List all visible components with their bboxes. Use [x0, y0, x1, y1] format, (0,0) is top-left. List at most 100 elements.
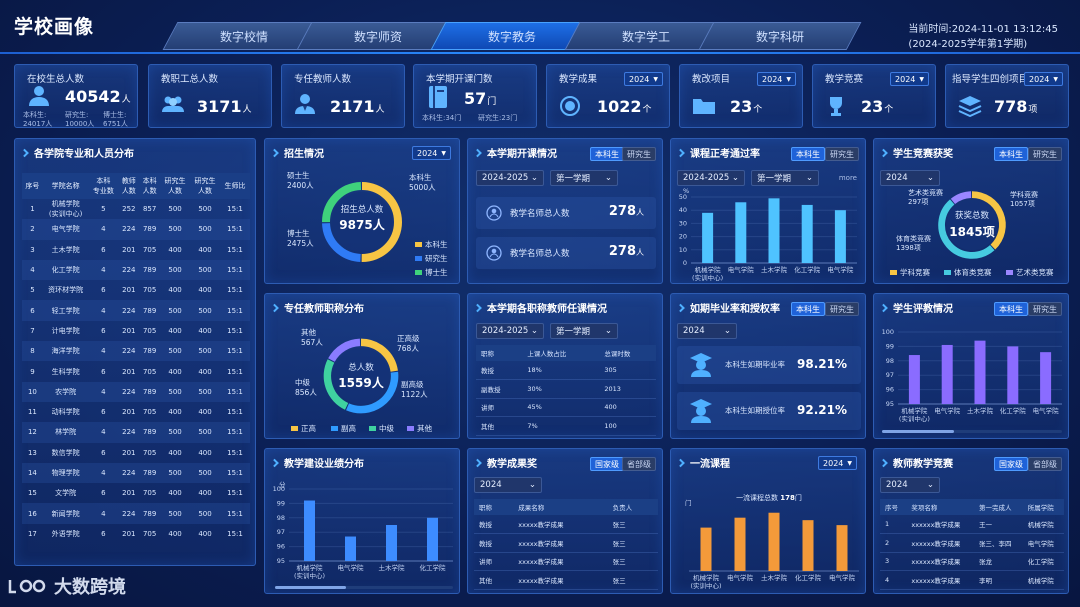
table-row[interactable]: 教授 18% 305 — [476, 361, 656, 380]
bar — [802, 520, 814, 571]
table-cell: 400 — [198, 489, 212, 498]
first-course-panel: 一流课程 2024 ▼ 门 一流课程总数 178门 机械学院 (实训中心) 电气学院土… — [670, 448, 866, 594]
table-row[interactable]: 其他 xxxxx教学成果 张三 — [474, 570, 658, 590]
table-row[interactable]: 副教授 30% 2013 — [476, 379, 656, 399]
callout-label: 学科竞赛 — [1010, 191, 1038, 199]
table-row[interactable]: 14 物理学院 4 224 789 500 500 15:1 — [22, 462, 250, 484]
stat-staff: 教职工总人数 3171人 — [148, 64, 272, 128]
tab-campus[interactable]: 数字校情 — [162, 22, 326, 50]
tab-teachers[interactable]: 数字师资 — [296, 22, 460, 50]
table-row[interactable]: 5 资环材学院 6 201 705 400 400 15:1 — [22, 280, 250, 300]
table-row[interactable]: 2 xxxxxx教学成果 张三、李四 电气学院 — [880, 533, 1064, 553]
table-cell: 张三、李四 — [974, 533, 1023, 553]
table-row[interactable]: 其他 7% 100 — [476, 416, 656, 436]
undergrad-toggle[interactable]: 本科生 — [791, 147, 825, 161]
table-row[interactable]: 11 动科学院 6 201 705 400 400 15:1 — [22, 402, 250, 422]
scrollbar[interactable] — [882, 430, 1062, 433]
year-select[interactable]: 2024 ⌄ — [880, 477, 940, 493]
year-dropdown[interactable]: 2024 ▼ — [818, 456, 857, 470]
undergrad-toggle[interactable]: 本科生 — [590, 147, 624, 161]
tab-research[interactable]: 数字科研 — [698, 22, 862, 50]
chevron-down-icon: ⌄ — [604, 173, 612, 183]
stat-number: 1022 — [597, 97, 642, 116]
select-value: 2024 — [886, 173, 908, 183]
table-row[interactable]: 1 机械学院 (实训中心) 5 252 857 500 500 15:1 — [22, 199, 250, 219]
scrollbar[interactable] — [275, 586, 453, 589]
undergrad-toggle[interactable]: 本科生 — [994, 302, 1028, 316]
table-row[interactable]: 7 计电学院 6 201 705 400 400 15:1 — [22, 321, 250, 341]
table-row[interactable]: 3 土木学院 6 201 705 400 400 15:1 — [22, 240, 250, 260]
year-select[interactable]: 2024-2025 ⌄ — [476, 323, 544, 339]
grad-toggle[interactable]: 研究生 — [1028, 302, 1062, 316]
national-toggle[interactable]: 国家级 — [994, 457, 1028, 471]
table-row[interactable]: 讲师 xxxxx教学成果 张三 — [474, 552, 658, 571]
scroll-thumb[interactable] — [882, 430, 954, 433]
table-row[interactable]: 15 文学院 6 201 705 400 400 15:1 — [22, 483, 250, 503]
scroll-thumb[interactable] — [275, 586, 347, 589]
table-row[interactable]: 3 xxxxxx教学成果 张龙 化工学院 — [880, 552, 1064, 571]
year-select[interactable]: 2024-2025 ⌄ — [677, 170, 745, 186]
table-row[interactable]: 16 新闻学院 4 224 789 500 500 15:1 — [22, 503, 250, 524]
stat-unit: 人 — [121, 95, 131, 105]
axis-unit: 分 — [279, 481, 286, 489]
provincial-toggle[interactable]: 省部级 — [622, 457, 656, 471]
table-cell: 224 — [118, 219, 140, 240]
year-select[interactable]: 2024 ⌄ — [677, 323, 737, 339]
x-tick-label: 电气学院 — [827, 265, 854, 274]
legend-swatch — [1006, 270, 1013, 275]
book-icon — [429, 86, 447, 108]
table-row[interactable]: 17 外语学院 6 201 705 400 400 15:1 — [22, 524, 250, 544]
table-row[interactable]: 13 数信学院 6 201 705 400 400 15:1 — [22, 443, 250, 463]
stat-achievements: 教学成果 2024 ▼ 1022个 — [546, 64, 670, 128]
year-select[interactable]: 2024 ⌄ — [880, 170, 940, 186]
value-unit: 人 — [636, 208, 644, 217]
year-dropdown[interactable]: 2024 ▼ — [1024, 72, 1063, 86]
table-row[interactable]: 教授 xxxxx教学成果 张三 — [474, 533, 658, 553]
callout-label: 本科生 — [409, 173, 432, 182]
table-row[interactable]: 6 轻工学院 4 224 789 500 500 15:1 — [22, 300, 250, 321]
year-dropdown[interactable]: 2024 ▼ — [757, 72, 796, 86]
table-row[interactable]: 8 海洋学院 4 224 789 500 500 15:1 — [22, 341, 250, 362]
table-row[interactable]: 4 xxxxxx教学成果 李明 机械学院 — [880, 570, 1064, 590]
year-dropdown[interactable]: 2024 ▼ — [890, 72, 929, 86]
callout-other: 其他 567人 — [301, 328, 323, 348]
stat-students: 在校生总人数 40542人 本科生: 24017人 研究生: 10000人 博士生:… — [14, 64, 138, 128]
callout-value: 856人 — [295, 388, 317, 397]
table-row[interactable]: 12 林学院 4 224 789 500 500 15:1 — [22, 422, 250, 443]
undergrad-toggle[interactable]: 本科生 — [994, 147, 1028, 161]
term-select[interactable]: 第一学期 ⌄ — [550, 323, 618, 339]
grad-toggle[interactable]: 研究生 — [825, 147, 859, 161]
year-select[interactable]: 2024-2025 ⌄ — [476, 170, 544, 186]
tab-students[interactable]: 数字学工 — [564, 22, 728, 50]
national-toggle[interactable]: 国家级 — [590, 457, 624, 471]
legend-item: 本科生 — [415, 239, 448, 250]
table-row[interactable]: 1 xxxxxx教学成果 王一 机械学院 — [880, 515, 1064, 534]
callout-value: 5000人 — [409, 183, 436, 192]
table-cell: 100 — [599, 416, 656, 436]
table-row[interactable]: 4 化工学院 4 224 789 500 500 15:1 — [22, 259, 250, 281]
table-row[interactable]: 教授 xxxxx教学成果 张三 — [474, 515, 658, 534]
year-dropdown[interactable]: 2024 ▼ — [412, 146, 451, 160]
column-header: 职称 — [474, 499, 514, 515]
grad-toggle[interactable]: 研究生 — [825, 302, 859, 316]
grad-toggle[interactable]: 研究生 — [1028, 147, 1062, 161]
table-row[interactable]: 讲师 45% 400 — [476, 398, 656, 417]
grad-toggle[interactable]: 研究生 — [622, 147, 656, 161]
year-dropdown[interactable]: 2024 ▼ — [624, 72, 663, 86]
table-row[interactable]: 9 生科学院 6 201 705 400 400 15:1 — [22, 361, 250, 381]
sub-label: 博士生: — [103, 111, 127, 119]
undergrad-toggle[interactable]: 本科生 — [791, 302, 825, 316]
table-cell: 5 — [30, 286, 35, 295]
table-row[interactable]: 10 农学院 4 224 789 500 500 15:1 — [22, 381, 250, 402]
table-row[interactable]: 2 电气学院 4 224 789 500 500 15:1 — [22, 219, 250, 240]
year-select[interactable]: 2024 ⌄ — [474, 477, 542, 493]
title-arrow-icon — [270, 458, 279, 467]
term-select[interactable]: 第一学期 ⌄ — [751, 170, 819, 186]
table-cell: 400 — [168, 245, 182, 254]
term-select[interactable]: 第一学期 ⌄ — [550, 170, 618, 186]
more-link[interactable]: more — [838, 174, 857, 182]
provincial-toggle[interactable]: 省部级 — [1028, 457, 1062, 471]
table-cell: 张龙 — [974, 552, 1023, 571]
tab-teaching[interactable]: 数字教务 — [430, 22, 594, 50]
column-header: 研究生 人数 — [160, 173, 191, 199]
